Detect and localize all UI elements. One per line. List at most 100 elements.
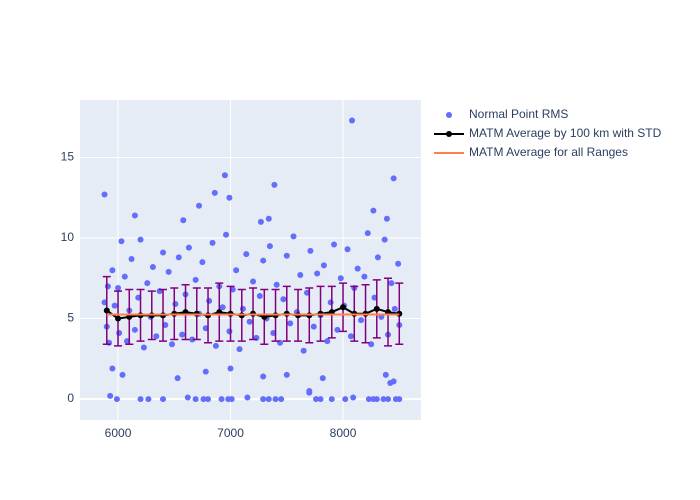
- point: [107, 392, 114, 399]
- point: [109, 267, 116, 274]
- point: [202, 325, 209, 332]
- point: [192, 276, 199, 283]
- point: [185, 244, 192, 251]
- point: [373, 396, 380, 403]
- point: [354, 265, 361, 272]
- point: [280, 296, 287, 303]
- point: [250, 278, 257, 285]
- point: [368, 341, 375, 348]
- point: [361, 273, 368, 280]
- point: [205, 396, 212, 403]
- point: [174, 375, 181, 382]
- point: [226, 194, 233, 201]
- point: [124, 338, 131, 345]
- point: [395, 260, 402, 267]
- point: [380, 396, 387, 403]
- point: [218, 396, 225, 403]
- point: [101, 191, 108, 198]
- point: [310, 323, 317, 330]
- point: [160, 396, 167, 403]
- point: [297, 272, 304, 279]
- point: [199, 259, 206, 266]
- legend-label: MATM Average for all Ranges: [469, 145, 628, 159]
- point: [160, 249, 167, 256]
- point: [287, 320, 294, 327]
- point: [347, 333, 354, 340]
- point: [118, 238, 125, 245]
- point: [383, 215, 390, 222]
- point: [115, 284, 122, 291]
- point: [388, 280, 395, 287]
- average-marker: [340, 304, 347, 311]
- point: [342, 396, 349, 403]
- point: [256, 292, 263, 299]
- point: [260, 257, 267, 264]
- point: [200, 396, 207, 403]
- point: [128, 255, 135, 262]
- point: [390, 378, 397, 385]
- point: [179, 331, 186, 338]
- point: [131, 212, 138, 219]
- x-tick-label: 7000: [217, 426, 244, 440]
- point: [196, 202, 203, 209]
- point: [116, 330, 123, 337]
- point: [260, 396, 267, 403]
- point: [290, 233, 297, 240]
- point: [370, 207, 377, 214]
- point: [227, 365, 234, 372]
- point: [391, 305, 398, 312]
- point: [283, 252, 290, 259]
- data-layer: [101, 117, 404, 403]
- point: [165, 268, 172, 275]
- point: [270, 330, 277, 337]
- point: [266, 243, 273, 250]
- point: [104, 283, 111, 290]
- x-tick-label: 8000: [330, 426, 357, 440]
- point: [135, 294, 142, 301]
- plot-area: [80, 100, 421, 420]
- point: [334, 326, 341, 333]
- point: [233, 267, 240, 274]
- point: [271, 181, 278, 188]
- point: [212, 342, 219, 349]
- point: [371, 294, 378, 301]
- legend-label: MATM Average by 100 km with STD: [469, 126, 662, 140]
- point: [131, 326, 138, 333]
- point: [149, 264, 156, 271]
- point: [358, 317, 365, 324]
- point: [137, 396, 144, 403]
- point: [337, 275, 344, 282]
- point: [349, 117, 356, 124]
- point: [229, 286, 236, 293]
- point: [211, 189, 218, 196]
- point: [313, 396, 320, 403]
- point: [320, 262, 327, 269]
- point: [265, 215, 272, 222]
- point: [350, 394, 357, 401]
- point: [344, 246, 351, 253]
- point: [175, 254, 182, 261]
- point: [119, 371, 126, 378]
- point: [111, 302, 118, 309]
- point: [109, 365, 116, 372]
- point: [257, 218, 264, 225]
- point: [228, 396, 235, 403]
- point: [390, 175, 397, 182]
- point: [169, 341, 176, 348]
- point: [153, 333, 160, 340]
- y-tick-label: 15: [61, 150, 75, 164]
- point: [319, 375, 326, 382]
- point: [304, 289, 311, 296]
- point: [144, 280, 151, 287]
- point: [180, 217, 187, 224]
- y-tick-label: 0: [67, 391, 74, 405]
- point: [246, 318, 253, 325]
- point: [101, 299, 108, 306]
- point: [307, 247, 314, 254]
- point: [219, 304, 226, 311]
- point: [273, 281, 280, 288]
- y-tick-label: 5: [67, 311, 74, 325]
- point: [324, 338, 331, 345]
- y-tick-label: 10: [61, 230, 75, 244]
